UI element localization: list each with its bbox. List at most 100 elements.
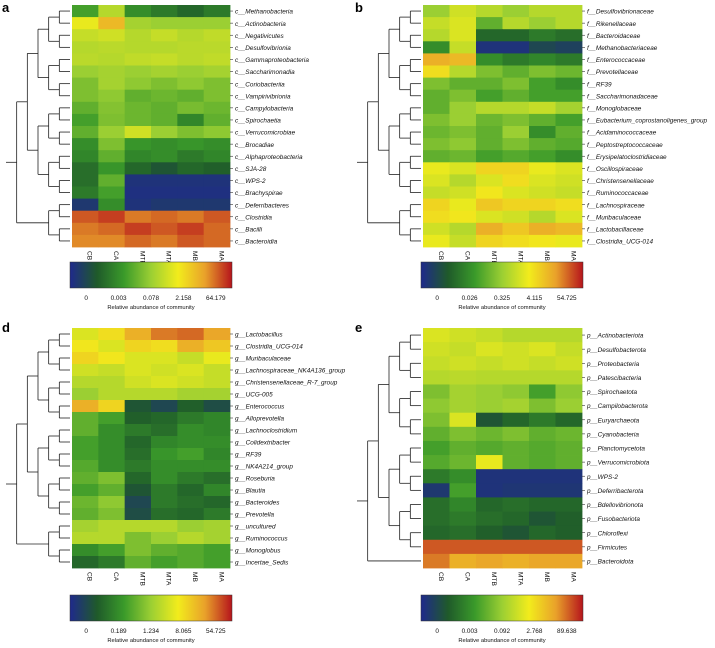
heatmap-cell bbox=[449, 5, 477, 18]
heatmap-cell bbox=[98, 89, 126, 103]
heatmap-cell bbox=[124, 53, 152, 66]
heatmap-cell bbox=[502, 539, 530, 555]
row-label: p__Euryarchaeota bbox=[586, 417, 640, 424]
heatmap-cell bbox=[72, 388, 99, 401]
heatmap-cell bbox=[502, 511, 530, 527]
heatmap-cell bbox=[72, 89, 99, 103]
heatmap-cell bbox=[449, 370, 477, 385]
heatmap-cell bbox=[177, 436, 205, 449]
heatmap-cell bbox=[476, 186, 503, 199]
heatmap-cell bbox=[449, 455, 477, 470]
heatmap-cell bbox=[476, 210, 503, 224]
heatmap-cell bbox=[502, 162, 530, 175]
heatmap-cell bbox=[124, 544, 152, 557]
heatmap-cell bbox=[529, 77, 556, 91]
heatmap-cell bbox=[423, 412, 450, 428]
heatmap-cell bbox=[177, 388, 205, 401]
heatmap-cell bbox=[203, 424, 231, 437]
heatmap-cell bbox=[151, 53, 178, 66]
row-label: p__Verrucomicrobiota bbox=[586, 460, 650, 467]
heatmap-cell bbox=[98, 448, 126, 461]
heatmap-cell bbox=[449, 150, 477, 163]
row-label: p__Deferribacterota bbox=[586, 488, 644, 495]
heatmap-cell bbox=[529, 5, 556, 18]
heatmap-cell bbox=[72, 496, 99, 509]
heatmap-cell bbox=[555, 539, 583, 555]
column-label: MB bbox=[191, 251, 198, 261]
heatmap-cell bbox=[476, 101, 503, 115]
heatmap-cell bbox=[72, 65, 99, 78]
heatmap-cell bbox=[177, 520, 205, 533]
heatmap-cell bbox=[151, 89, 178, 103]
heatmap-cell bbox=[151, 544, 178, 557]
color-scale-tick: 0 bbox=[435, 628, 439, 635]
heatmap-cell bbox=[449, 398, 477, 414]
heatmap-cell bbox=[151, 472, 178, 485]
heatmap-cell bbox=[502, 483, 530, 498]
row-label: p__Patescibacteria bbox=[586, 375, 642, 382]
heatmap-cell bbox=[555, 126, 583, 139]
heatmap-cell bbox=[555, 101, 583, 115]
row-label: f__Prevotellaceae bbox=[587, 69, 639, 76]
heatmap-cell bbox=[555, 222, 583, 236]
column-label: MTA bbox=[516, 572, 523, 586]
heatmap-cell bbox=[502, 198, 530, 212]
heatmap-cell bbox=[124, 29, 152, 42]
heatmap-cell bbox=[98, 162, 126, 175]
heatmap-cell bbox=[98, 222, 126, 236]
heatmap-cell bbox=[203, 222, 231, 236]
heatmap-cell bbox=[98, 352, 126, 365]
row-label: p__Campilobacterota bbox=[586, 403, 648, 410]
heatmap-cell bbox=[151, 412, 178, 425]
heatmap-cell bbox=[502, 186, 530, 199]
heatmap-cell bbox=[449, 412, 477, 428]
heatmap-cell bbox=[72, 101, 99, 115]
column-label: MTA bbox=[516, 251, 523, 265]
heatmap-cell bbox=[502, 426, 530, 442]
panel-letter: d bbox=[2, 320, 10, 335]
heatmap-cell bbox=[151, 198, 178, 212]
heatmap-cell bbox=[98, 234, 126, 248]
heatmap-cell bbox=[72, 53, 99, 66]
heatmap-cell bbox=[502, 328, 530, 343]
row-label: g__Lachnoclostridium bbox=[235, 428, 298, 435]
heatmap-cell bbox=[124, 412, 152, 425]
color-scale-tick: 0.092 bbox=[494, 628, 510, 635]
heatmap-cell bbox=[151, 113, 178, 127]
row-label: c__Alphaproteobacteria bbox=[235, 154, 303, 161]
heatmap-cell bbox=[529, 29, 556, 42]
color-scale-tick: 0.189 bbox=[111, 628, 127, 635]
heatmap-cell bbox=[151, 138, 178, 151]
color-scale-label: Relative abundance of community bbox=[458, 638, 545, 644]
heatmap-cell bbox=[529, 426, 556, 442]
heatmap-cell bbox=[449, 41, 477, 54]
heatmap-cell bbox=[476, 126, 503, 139]
heatmap-cell bbox=[177, 412, 205, 425]
heatmap-cell bbox=[72, 186, 99, 199]
heatmap-cell bbox=[98, 101, 126, 115]
heatmap-cell bbox=[423, 384, 450, 399]
heatmap-cell bbox=[177, 174, 205, 187]
heatmap-cell bbox=[555, 198, 583, 212]
heatmap-cell bbox=[124, 198, 152, 212]
row-label: c__SJA-28 bbox=[235, 166, 267, 173]
heatmap-cell bbox=[98, 174, 126, 187]
heatmap-cell bbox=[423, 89, 450, 103]
heatmap-cell bbox=[529, 483, 556, 498]
heatmap-cell bbox=[72, 472, 99, 485]
column-label: MB bbox=[543, 251, 550, 261]
heatmap-cell bbox=[423, 198, 450, 212]
heatmap-cell bbox=[555, 89, 583, 103]
heatmap-cell bbox=[177, 460, 205, 473]
heatmap-cell bbox=[449, 511, 477, 527]
heatmap-cell bbox=[502, 138, 530, 151]
row-label: f__Saccharimonadaceae bbox=[587, 93, 658, 100]
heatmap-cell bbox=[124, 150, 152, 163]
heatmap-cell bbox=[555, 41, 583, 54]
heatmap-cell bbox=[151, 364, 178, 377]
heatmap-cell bbox=[555, 234, 583, 248]
heatmap-cell bbox=[423, 398, 450, 414]
heatmap-cell bbox=[502, 29, 530, 42]
heatmap-cell bbox=[449, 29, 477, 42]
